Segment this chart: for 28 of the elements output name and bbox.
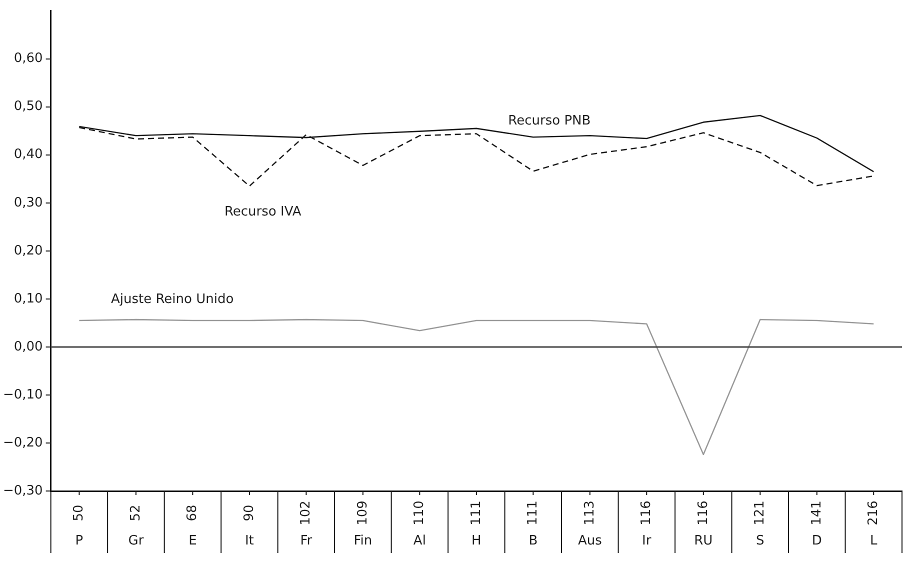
x-tick-label: 90 It bbox=[242, 504, 257, 548]
series-label: Recurso PNB bbox=[508, 113, 591, 128]
y-tick-label: 0,60 bbox=[14, 51, 43, 66]
x-tick-label: 116 RU bbox=[694, 500, 713, 548]
x-tick-label: 52 Gr bbox=[128, 504, 144, 548]
x-tick-label: 111 B bbox=[526, 500, 541, 548]
y-tick-label: 0,20 bbox=[14, 243, 43, 258]
x-tick-label: 113 Aus bbox=[578, 500, 602, 548]
series-label: Ajuste Reino Unido bbox=[110, 292, 234, 307]
x-tick-label: 50 P bbox=[72, 504, 87, 548]
x-tick-label: 110 Al bbox=[412, 500, 428, 548]
y-tick-label: −0,20 bbox=[2, 435, 43, 450]
x-tick-label: 141 D bbox=[809, 500, 824, 548]
y-tick-label: 0,30 bbox=[14, 195, 43, 210]
text: Recurso IVA bbox=[224, 204, 302, 220]
y-tick-label: 0,00 bbox=[14, 339, 43, 354]
x-tick-label: 116 Ir bbox=[639, 500, 654, 548]
y-tick-label: −0,10 bbox=[2, 387, 43, 402]
x-tick-label: 102 Fr bbox=[298, 500, 314, 548]
x-tick-label: 109 Fin bbox=[354, 500, 372, 548]
x-tick-label: 216 L bbox=[866, 500, 882, 548]
y-tick-label: 0,10 bbox=[14, 291, 43, 306]
x-tick-label: 111 H bbox=[468, 500, 484, 548]
y-tick-label: −0,30 bbox=[2, 483, 43, 498]
y-tick-label: 0,40 bbox=[14, 147, 43, 162]
x-tick-label: 121 S bbox=[752, 500, 768, 548]
x-tick-label: 68 E bbox=[185, 504, 200, 548]
y-tick-label: 0,50 bbox=[14, 99, 43, 114]
